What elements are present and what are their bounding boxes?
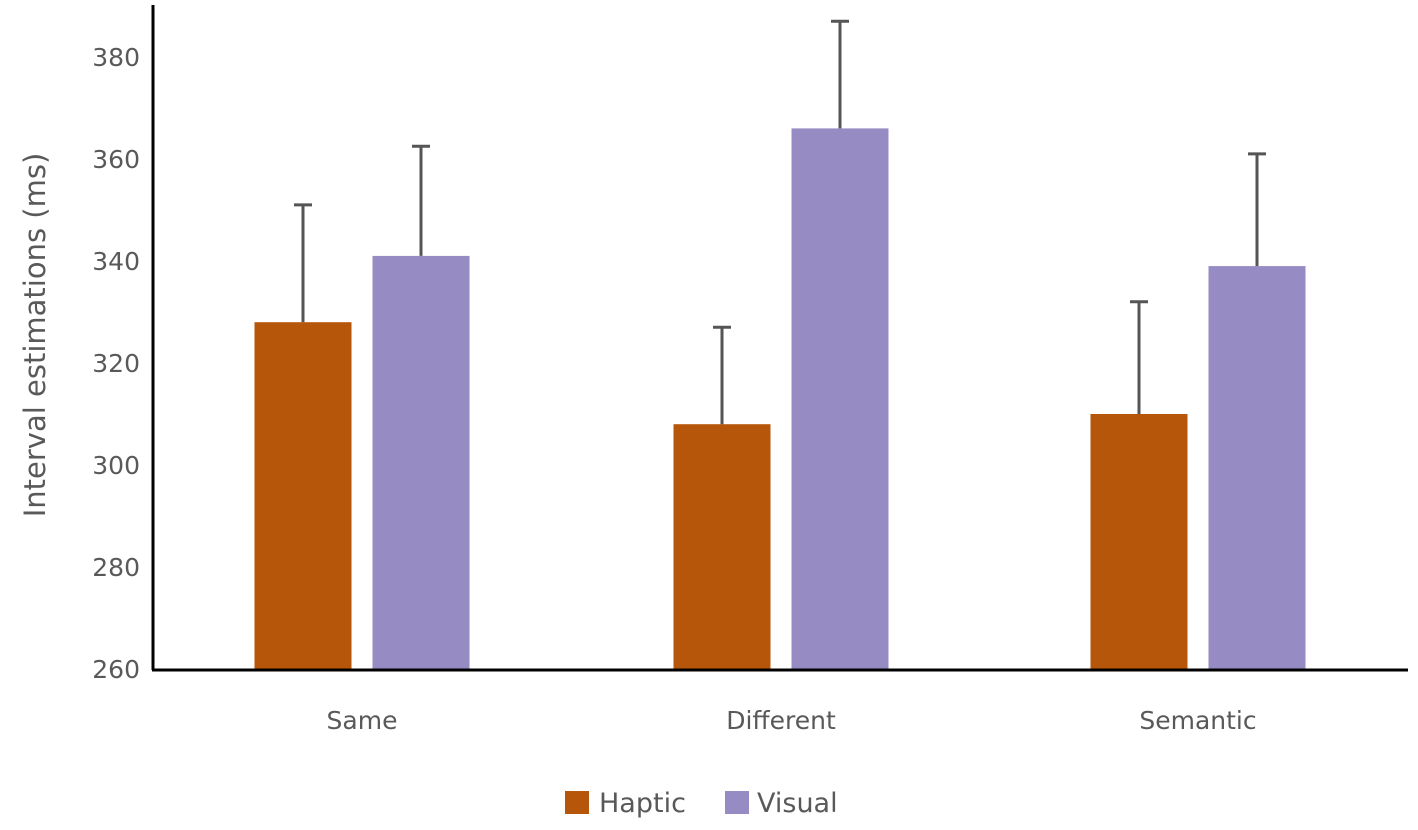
x-category-label: Semantic [1139, 706, 1256, 735]
y-tick-label: 320 [92, 349, 140, 378]
bars-group [254, 128, 1306, 670]
x-category-label: Same [327, 706, 398, 735]
bar-haptic-same [254, 322, 352, 670]
error-bars-group [294, 19, 1266, 425]
y-axis-ticks: 260 280 300 320 340 360 380 [92, 43, 140, 684]
y-tick-label: 300 [92, 451, 140, 480]
legend-label-visual: Visual [757, 788, 838, 819]
legend-swatch-visual-icon [725, 791, 749, 814]
legend-swatch-haptic-icon [565, 791, 589, 814]
y-tick-label: 360 [92, 145, 140, 174]
y-tick-label: 260 [92, 655, 140, 684]
bar-haptic-semantic [1090, 414, 1188, 670]
bar-visual-semantic [1208, 266, 1306, 670]
legend: Haptic Visual [565, 788, 838, 819]
y-axis-title: Interval estimations (ms) [18, 153, 52, 518]
bar-visual-same [372, 255, 470, 670]
y-tick-label: 340 [92, 247, 140, 276]
y-tick-label: 380 [92, 43, 140, 72]
x-category-label: Different [726, 706, 836, 735]
legend-label-haptic: Haptic [599, 788, 686, 819]
bar-haptic-different [673, 424, 771, 670]
x-axis-category-labels: Same Different Semantic [327, 706, 1257, 735]
y-tick-label: 280 [92, 553, 140, 582]
bar-visual-different [791, 128, 889, 670]
